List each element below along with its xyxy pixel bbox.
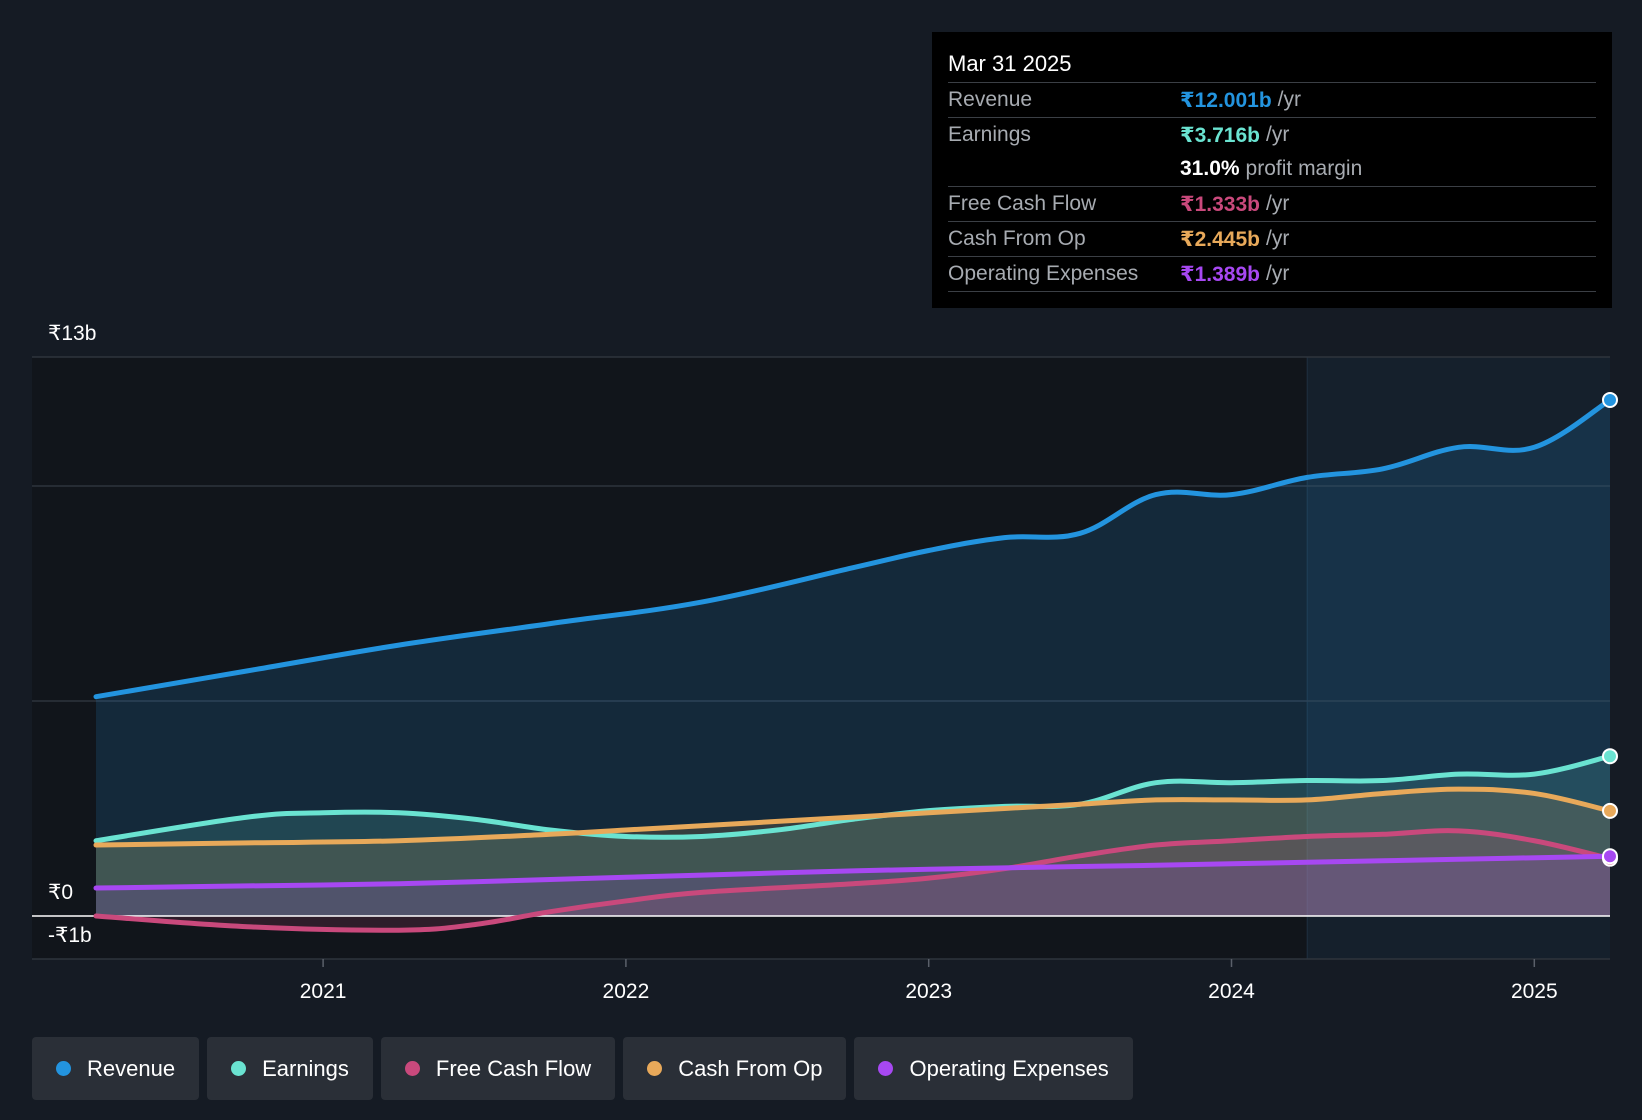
legend-label: Revenue bbox=[87, 1055, 176, 1081]
tooltip-row-earnings: Earnings ₹3.716b /yr bbox=[948, 118, 1596, 152]
x-tick-label: 2024 bbox=[1208, 980, 1255, 1003]
tick-layer: 2021 2022 2023 2024 2025 ₹13b ₹0 -₹1b bbox=[48, 322, 1558, 1003]
tooltip-row-unit: /yr bbox=[1266, 192, 1290, 215]
legend-label: Cash From Op bbox=[678, 1055, 823, 1081]
x-tick-label: 2021 bbox=[300, 980, 347, 1003]
x-tick-label: 2022 bbox=[603, 980, 650, 1003]
line-layer bbox=[93, 397, 1610, 933]
tooltip-row-unit: /yr bbox=[1266, 227, 1290, 250]
tooltip-row-operating-expenses: Operating Expenses ₹1.389b /yr bbox=[948, 257, 1596, 292]
series-line-free-cash-flow bbox=[93, 828, 1610, 933]
legend-label: Earnings bbox=[262, 1055, 349, 1081]
tooltip-row-value: ₹3.716b bbox=[1180, 123, 1260, 147]
tooltip-row-value: ₹1.333b bbox=[1180, 192, 1260, 216]
end-marker-revenue bbox=[1602, 391, 1618, 408]
area-layer bbox=[96, 399, 1610, 931]
legend-dot-icon bbox=[404, 1061, 420, 1076]
tooltip-date: Mar 31 2025 bbox=[948, 46, 1596, 83]
legend-dot-icon bbox=[647, 1061, 663, 1076]
legend-item-cash-from-op[interactable]: Cash From Op bbox=[623, 1037, 847, 1100]
x-tick-label: 2025 bbox=[1511, 980, 1558, 1003]
series-line-cash-from-op bbox=[93, 786, 1610, 848]
tooltip-row-profit-margin: 31.0% profit margin bbox=[948, 152, 1596, 187]
legend-item-revenue[interactable]: Revenue bbox=[32, 1037, 200, 1100]
legend-item-operating-expenses[interactable]: Operating Expenses bbox=[854, 1037, 1133, 1100]
grid-layer bbox=[32, 356, 1610, 960]
tooltip-row-unit: /yr bbox=[1266, 262, 1290, 285]
legend-item-free-cash-flow[interactable]: Free Cash Flow bbox=[380, 1037, 616, 1100]
area-earnings bbox=[96, 756, 1610, 916]
end-marker-operating-expenses bbox=[1602, 848, 1618, 865]
tooltip-row-unit: /yr bbox=[1266, 123, 1290, 146]
end-marker-cash-from-op bbox=[1602, 802, 1618, 819]
series-line-revenue bbox=[93, 397, 1610, 700]
tooltip-row-unit: /yr bbox=[1277, 88, 1301, 111]
area-free-cash-flow bbox=[96, 830, 1610, 931]
tooltip-row-unit: profit margin bbox=[1245, 157, 1363, 180]
legend-label: Free Cash Flow bbox=[435, 1055, 592, 1081]
area-cash-from-op bbox=[96, 789, 1610, 916]
tooltip-row-cash-from-op: Cash From Op ₹2.445b /yr bbox=[948, 222, 1596, 257]
tooltip-row-value: 31.0% bbox=[1180, 157, 1240, 180]
legend-dot-icon bbox=[56, 1061, 71, 1076]
tooltip-row-free-cash-flow: Free Cash Flow ₹1.333b /yr bbox=[948, 187, 1596, 222]
tooltip: Mar 31 2025 Revenue ₹12.001b /yr Earning… bbox=[932, 32, 1612, 308]
legend-item-earnings[interactable]: Earnings bbox=[207, 1037, 373, 1100]
tooltip-row-name: Cash From Op bbox=[948, 227, 1086, 250]
x-tick-label: 2023 bbox=[905, 980, 952, 1003]
chart-area: 2021 2022 2023 2024 2025 ₹13b ₹0 -₹1b bbox=[32, 322, 1618, 1003]
tooltip-row-name: Revenue bbox=[948, 88, 1033, 111]
y-tick-label: -₹1b bbox=[48, 924, 92, 947]
legend: Revenue Earnings Free Cash Flow Cash Fro… bbox=[32, 1037, 1133, 1100]
tooltip-row-revenue: Revenue ₹12.001b /yr bbox=[948, 83, 1596, 118]
tooltip-row-name: Earnings bbox=[948, 123, 1031, 146]
tooltip-row-value: ₹1.389b bbox=[1180, 262, 1260, 286]
legend-label: Operating Expenses bbox=[909, 1055, 1109, 1081]
end-marker-earnings bbox=[1602, 748, 1618, 765]
y-tick-label: ₹0 bbox=[48, 881, 73, 904]
marker-layer bbox=[1602, 391, 1618, 867]
tooltip-row-value: ₹12.001b bbox=[1180, 88, 1272, 112]
tooltip-row-value: ₹2.445b bbox=[1180, 227, 1260, 251]
series-line-operating-expenses bbox=[93, 853, 1610, 891]
legend-dot-icon bbox=[231, 1061, 247, 1076]
area-revenue bbox=[96, 399, 1610, 916]
y-tick-label: ₹13b bbox=[48, 322, 96, 345]
tooltip-row-name: Free Cash Flow bbox=[948, 192, 1097, 215]
tooltip-row-name: Operating Expenses bbox=[948, 262, 1139, 285]
legend-dot-icon bbox=[878, 1061, 894, 1076]
